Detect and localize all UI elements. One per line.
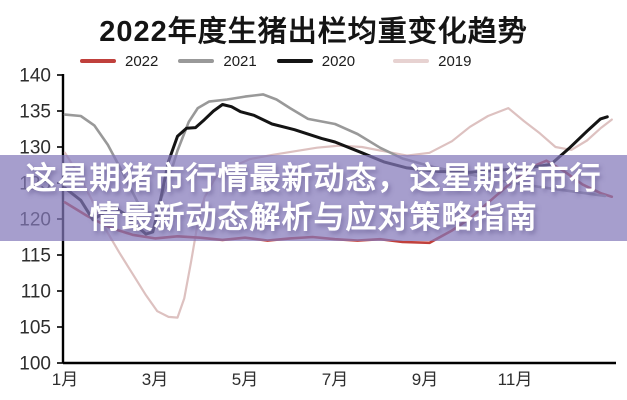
x-tick-label: 5月 bbox=[232, 370, 258, 389]
legend-item-2020: 2020 bbox=[276, 52, 356, 70]
y-tick-label: 115 bbox=[21, 246, 51, 267]
y-tick-label: 135 bbox=[19, 102, 51, 123]
chart-title: 2022年度生猪出栏均重变化趋势 bbox=[99, 16, 528, 48]
caption-overlay-line2: 情最新动态解析与应对策略指南 bbox=[89, 200, 538, 235]
legend-label-2019: 2019 bbox=[438, 52, 472, 70]
caption-overlay-banner: 这星期猪市行情最新动态，这星期猪市行 情最新动态解析与应对策略指南 bbox=[0, 155, 627, 241]
legend-line-swatch-2022 bbox=[80, 59, 116, 63]
x-tick-label: 11月 bbox=[498, 370, 533, 389]
y-tick-label: 105 bbox=[19, 318, 51, 339]
legend-label-2021: 2021 bbox=[223, 52, 257, 70]
caption-overlay-line1: 这星期猪市行情最新动态，这星期猪市行 bbox=[25, 161, 602, 196]
y-tick-label: 110 bbox=[21, 282, 51, 303]
x-tick-label: 1月 bbox=[52, 370, 78, 389]
legend-line-swatch-2019 bbox=[393, 59, 430, 63]
legend-item-2019: 2019 bbox=[393, 52, 472, 70]
legend-line-swatch-2020 bbox=[276, 59, 313, 63]
x-tick-label: 3月 bbox=[142, 370, 168, 389]
series-line-2019 bbox=[63, 106, 613, 319]
legend-line-swatch-2021 bbox=[178, 59, 215, 63]
legend-label-2020: 2020 bbox=[321, 52, 356, 70]
legend-item-2021: 2021 bbox=[178, 52, 257, 70]
legend-label-2022: 2022 bbox=[125, 52, 159, 70]
x-tick-label: 9月 bbox=[412, 370, 438, 389]
y-tick-label: 130 bbox=[19, 138, 51, 159]
y-tick-label: 140 bbox=[19, 66, 51, 87]
legend-item-2022: 2022 bbox=[80, 53, 158, 70]
chart-legend: 2022 2021 2020 2019 bbox=[80, 51, 472, 71]
x-tick-label: 7月 bbox=[322, 370, 348, 389]
y-tick-label: 100 bbox=[19, 354, 51, 375]
